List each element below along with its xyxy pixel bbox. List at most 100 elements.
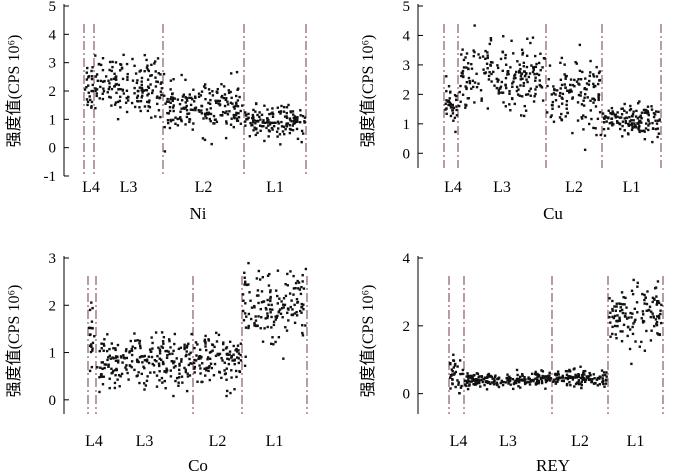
data-point — [464, 106, 467, 109]
data-point — [256, 289, 260, 292]
data-point — [297, 287, 300, 290]
y-tick-label: 0 — [403, 146, 411, 162]
data-point — [299, 114, 302, 117]
data-point — [517, 385, 520, 388]
data-point — [649, 310, 653, 313]
data-point — [262, 125, 265, 128]
data-point — [123, 357, 126, 360]
data-point — [203, 83, 207, 86]
data-point — [173, 360, 176, 363]
data-point — [216, 99, 220, 103]
data-point — [457, 383, 460, 386]
data-point — [139, 99, 143, 103]
data-point — [592, 126, 595, 130]
data-point — [573, 385, 576, 388]
data-point — [581, 375, 584, 378]
data-point — [521, 374, 524, 377]
data-point — [234, 369, 238, 373]
data-point — [595, 378, 599, 381]
data-point — [632, 278, 635, 282]
data-point — [511, 377, 515, 381]
data-point — [449, 104, 452, 107]
data-point — [230, 354, 234, 358]
data-point — [139, 109, 142, 113]
data-point — [98, 349, 101, 353]
data-point — [298, 288, 302, 291]
data-point — [450, 368, 454, 371]
data-point — [130, 360, 134, 363]
data-point — [538, 79, 541, 82]
data-point — [611, 325, 614, 329]
data-point — [150, 91, 154, 95]
data-point — [188, 96, 191, 100]
data-point — [214, 99, 217, 103]
data-point — [587, 378, 591, 382]
data-point — [573, 376, 576, 379]
data-point — [647, 128, 650, 132]
data-point — [496, 66, 500, 70]
data-point — [203, 339, 206, 343]
data-point — [591, 97, 594, 100]
data-point — [177, 381, 180, 384]
data-point — [114, 76, 117, 79]
data-point — [193, 367, 196, 370]
data-point — [593, 98, 596, 102]
data-point — [583, 92, 587, 96]
data-point — [623, 109, 626, 112]
data-point — [465, 381, 469, 384]
data-point — [222, 342, 225, 346]
data-point — [167, 338, 171, 341]
data-point — [638, 130, 641, 134]
data-point — [470, 87, 473, 90]
data-point — [133, 332, 136, 335]
data-point — [281, 303, 285, 306]
data-point — [184, 123, 187, 126]
data-point — [453, 93, 457, 97]
data-point — [452, 353, 455, 357]
data-point — [643, 298, 646, 302]
data-point — [480, 375, 484, 379]
data-point — [261, 275, 265, 279]
data-point — [630, 124, 634, 127]
data-point — [244, 113, 248, 117]
data-point — [189, 362, 192, 365]
data-point — [632, 119, 635, 122]
data-point — [95, 88, 99, 91]
data-point — [594, 127, 597, 130]
data-point — [501, 69, 504, 73]
data-point — [459, 84, 462, 88]
data-point — [112, 369, 115, 373]
data-point — [145, 379, 149, 383]
data-point — [233, 107, 236, 110]
data-point — [638, 100, 641, 103]
data-point — [554, 99, 558, 102]
data-point — [168, 109, 172, 113]
data-point — [458, 90, 461, 94]
data-point — [602, 128, 606, 131]
data-point — [209, 98, 212, 102]
data-point — [619, 116, 623, 119]
data-point — [209, 107, 212, 110]
data-point — [493, 378, 496, 381]
data-point — [156, 102, 159, 106]
data-point — [125, 348, 128, 351]
data-point — [143, 359, 147, 362]
data-point — [249, 317, 253, 321]
data-point — [103, 366, 106, 370]
data-point — [150, 63, 153, 67]
data-point — [138, 106, 141, 109]
data-point — [613, 314, 617, 318]
data-point — [583, 87, 586, 91]
data-point — [271, 308, 274, 311]
data-point — [584, 115, 587, 119]
data-point — [291, 308, 294, 311]
data-point — [258, 115, 261, 119]
data-point — [200, 355, 203, 359]
data-point — [267, 284, 271, 287]
data-point — [215, 331, 218, 335]
data-point — [212, 114, 216, 118]
data-point — [228, 340, 232, 343]
data-point — [292, 122, 295, 125]
data-point — [242, 319, 246, 322]
